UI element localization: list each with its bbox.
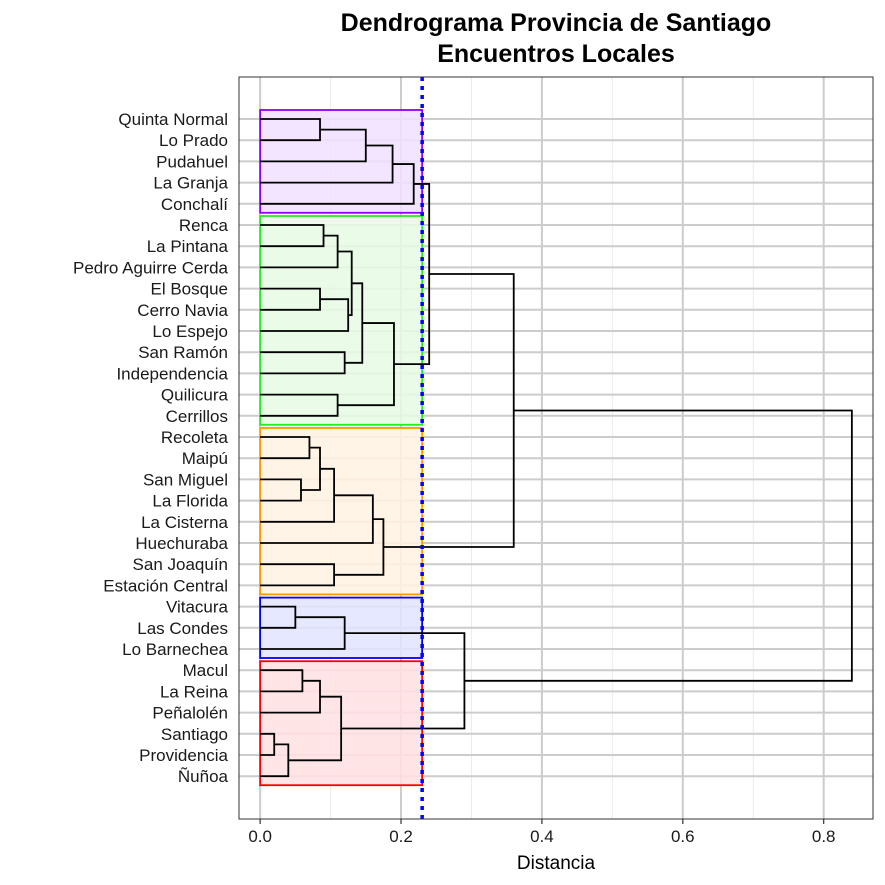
x-tick-label: 0.0 (248, 827, 272, 846)
leaf-label: Renca (179, 216, 229, 235)
cluster-layer (259, 109, 424, 787)
leaf-label: Estación Central (103, 576, 228, 595)
dendrogram-link-14 (260, 436, 311, 460)
leaf-label: Lo Barnechea (122, 640, 228, 659)
leaf-label: Peñalolén (152, 704, 228, 723)
cluster-box-3 (259, 427, 424, 596)
leaf-label: La Reina (160, 682, 229, 701)
leaf-label: Ñuñoa (178, 767, 229, 786)
leaf-label: Recoleta (161, 428, 229, 447)
dendrogram-link-28 (288, 695, 343, 762)
dendrogram-link-26 (260, 732, 276, 756)
leaf-label: Maipú (182, 449, 228, 468)
leaf-label: Independencia (116, 364, 228, 383)
leaf-label: San Miguel (143, 470, 228, 489)
leaf-label: Las Condes (137, 619, 228, 638)
leaf-label: Pedro Aguirre Cerda (73, 258, 229, 277)
chart-title-line1: Dendrograma Provincia de Santiago (341, 9, 772, 37)
leaf-label: Pudahuel (156, 152, 228, 171)
leaf-label: Santiago (161, 725, 228, 744)
dendrogram-tree (260, 118, 853, 778)
leaf-label: La Florida (152, 492, 228, 511)
leaf-label: San Ramón (138, 343, 228, 362)
x-tick-label: 0.2 (389, 827, 413, 846)
leaf-label: Cerrillos (166, 407, 228, 426)
leaf-label: San Joaquín (133, 555, 228, 574)
x-axis: 0.0 0.2 0.4 0.6 0.8 (248, 819, 836, 846)
leaf-label: Conchalí (161, 195, 228, 214)
leaf-label: Providencia (139, 746, 228, 765)
chart-title-line2: Encuentros Locales (437, 40, 675, 68)
dendrogram-link-16 (300, 446, 321, 491)
dendrogram-link-30 (464, 409, 853, 682)
dendrogram-link-25 (260, 679, 321, 714)
dendrogram-link-27 (260, 743, 290, 778)
dendrogram-link-21 (383, 273, 515, 548)
leaf-label: Lo Espejo (152, 322, 228, 341)
leaf-label: Huechuraba (135, 534, 228, 553)
dendrogram-link-18 (260, 494, 374, 544)
plot-panel-border (238, 76, 874, 820)
dendrogram-link-4 (260, 224, 325, 248)
x-tick-label: 0.8 (812, 827, 836, 846)
dendrogram-link-20 (334, 518, 385, 576)
x-tick-label: 0.6 (671, 827, 695, 846)
x-tick-label: 0.4 (530, 827, 554, 846)
leaf-label: Macul (183, 661, 228, 680)
x-axis-title: Distancia (517, 853, 596, 874)
dendrogram-link-6 (260, 287, 321, 311)
dendrogram-link-15 (260, 478, 302, 502)
leaf-label: Vitacura (166, 598, 229, 617)
leaf-label: La Cisterna (141, 513, 228, 532)
leaf-labels: Quinta Normal Lo Prado Pudahuel La Granja Co… (73, 110, 229, 786)
dendrogram-link-11 (260, 393, 339, 417)
dendrogram-link-0 (260, 118, 321, 142)
leaf-label: Quilicura (161, 386, 229, 405)
dendrogram-link-29 (341, 632, 466, 730)
leaf-label: El Bosque (151, 280, 229, 299)
leaf-label: La Pintana (147, 237, 229, 256)
dendrogram-link-5 (260, 234, 339, 269)
dendrogram-link-3 (260, 163, 415, 205)
leaf-label: Cerro Navia (137, 301, 228, 320)
cluster-box-2 (259, 215, 424, 426)
dendrogram-link-8 (337, 250, 353, 316)
leaf-label: Quinta Normal (118, 110, 228, 129)
leaf-label: La Granja (153, 174, 228, 193)
leaf-label: Lo Prado (159, 131, 228, 150)
